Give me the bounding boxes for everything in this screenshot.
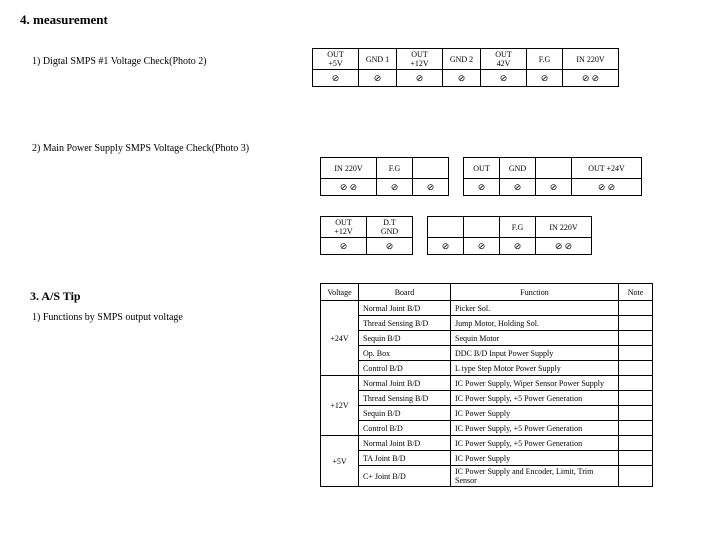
connector-header-cell: D.TGND <box>367 217 413 238</box>
connector-header-cell <box>413 158 449 179</box>
connector-pin-cell: ⊘ <box>481 70 527 87</box>
spec-function-cell: IC Power Supply, Wiper Sensor Power Supp… <box>451 376 619 391</box>
connector-pin-cell: ⊘ <box>527 70 563 87</box>
spec-voltage-cell: +12V <box>321 376 359 436</box>
connector-table-2b: OUTGND OUT +24V⊘⊘⊘⊘ ⊘ <box>463 157 642 196</box>
section-title: 4. measurement <box>20 12 700 28</box>
spec-voltage-cell: +5V <box>321 436 359 487</box>
spec-board-cell: Normal Joint B/D <box>359 376 451 391</box>
connector-pin-cell: ⊘ <box>367 238 413 255</box>
spec-note-cell <box>619 316 653 331</box>
connector-header-cell: F.G <box>377 158 413 179</box>
spec-function-cell: Sequin Motor <box>451 331 619 346</box>
spec-board-cell: Normal Joint B/D <box>359 436 451 451</box>
connector-pin-cell: ⊘ <box>464 179 500 196</box>
spec-board-cell: Thread Sensing B/D <box>359 391 451 406</box>
connector-pin-cell: ⊘ <box>413 179 449 196</box>
spec-voltage-cell: +24V <box>321 301 359 376</box>
connector-pin-cell: ⊘ <box>500 179 536 196</box>
spec-header-cell: Function <box>451 284 619 301</box>
connector-pin-cell: ⊘ <box>500 238 536 255</box>
spec-board-cell: Thread Sensing B/D <box>359 316 451 331</box>
spec-note-cell <box>619 406 653 421</box>
spec-function-cell: IC Power Supply, +5 Power Generation <box>451 391 619 406</box>
spec-board-cell: TA Joint B/D <box>359 451 451 466</box>
connector-header-cell <box>428 217 464 238</box>
connector-header-cell: GND 2 <box>443 49 481 70</box>
spec-function-cell: Jump Motor, Holding Sol. <box>451 316 619 331</box>
connector-header-cell: OUT+5V <box>313 49 359 70</box>
spec-board-cell: Normal Joint B/D <box>359 301 451 316</box>
spec-function-cell: L type Step Motor Power Supply <box>451 361 619 376</box>
connector-pin-cell: ⊘ ⊘ <box>572 179 642 196</box>
connector-pin-cell: ⊘ ⊘ <box>536 238 592 255</box>
connector-pin-cell: ⊘ <box>321 238 367 255</box>
spec-function-cell: IC Power Supply <box>451 451 619 466</box>
connector-table-3b: F.GIN 220V⊘⊘⊘⊘ ⊘ <box>427 216 592 255</box>
spec-note-cell <box>619 466 653 487</box>
spec-note-cell <box>619 421 653 436</box>
spec-function-cell: IC Power Supply, +5 Power Generation <box>451 421 619 436</box>
connector-header-cell: IN 220V <box>563 49 619 70</box>
spec-function-cell: Picker Sol. <box>451 301 619 316</box>
connector-pin-cell: ⊘ <box>397 70 443 87</box>
spec-header-cell: Note <box>619 284 653 301</box>
spec-note-cell <box>619 391 653 406</box>
connector-header-cell: IN 220V <box>321 158 377 179</box>
spec-board-cell: Control B/D <box>359 421 451 436</box>
connector-pin-cell: ⊘ <box>443 70 481 87</box>
connector-header-cell: F.G <box>500 217 536 238</box>
connector-header-cell: IN 220V <box>536 217 592 238</box>
spec-board-cell: Sequin B/D <box>359 331 451 346</box>
spec-note-cell <box>619 331 653 346</box>
connector-header-cell: OUT+12V <box>397 49 443 70</box>
connector-header-cell: OUT42V <box>481 49 527 70</box>
spec-board-cell: Sequin B/D <box>359 406 451 421</box>
item1-label: 1) Digtal SMPS #1 Voltage Check(Photo 2) <box>32 56 312 67</box>
connector-pin-cell: ⊘ <box>359 70 397 87</box>
connector-pin-cell: ⊘ ⊘ <box>321 179 377 196</box>
spec-header-cell: Voltage <box>321 284 359 301</box>
connector-header-cell <box>464 217 500 238</box>
connector-pin-cell: ⊘ <box>377 179 413 196</box>
spec-note-cell <box>619 361 653 376</box>
connector-pin-cell: ⊘ <box>428 238 464 255</box>
spec-header-cell: Board <box>359 284 451 301</box>
connector-table-3a: OUT+12VD.TGND⊘⊘ <box>320 216 413 255</box>
connector-header-cell: OUT +24V <box>572 158 642 179</box>
spec-table: VoltageBoardFunctionNote+24VNormal Joint… <box>320 283 653 487</box>
connector-header-cell: OUT+12V <box>321 217 367 238</box>
connector-pin-cell: ⊘ <box>464 238 500 255</box>
tip-sub: 1) Functions by SMPS output voltage <box>32 312 320 323</box>
spec-board-cell: Control B/D <box>359 361 451 376</box>
connector-table-1: OUT+5VGND 1OUT+12VGND 2OUT42VF.GIN 220V⊘… <box>312 48 619 87</box>
spec-board-cell: C+ Joint B/D <box>359 466 451 487</box>
connector-header-cell: OUT <box>464 158 500 179</box>
spec-function-cell: IC Power Supply and Encoder, Limit, Trim… <box>451 466 619 487</box>
connector-header-cell: GND <box>500 158 536 179</box>
connector-pin-cell: ⊘ <box>536 179 572 196</box>
connector-header-cell: GND 1 <box>359 49 397 70</box>
spec-function-cell: IC Power Supply <box>451 406 619 421</box>
connector-pin-cell: ⊘ ⊘ <box>563 70 619 87</box>
connector-pin-cell: ⊘ <box>313 70 359 87</box>
spec-note-cell <box>619 451 653 466</box>
connector-table-2a: IN 220VF.G ⊘ ⊘⊘⊘ <box>320 157 449 196</box>
tip-title: 3. A/S Tip <box>30 289 320 304</box>
item2-label: 2) Main Power Supply SMPS Voltage Check(… <box>32 143 700 154</box>
spec-note-cell <box>619 436 653 451</box>
connector-header-cell: F.G <box>527 49 563 70</box>
spec-note-cell <box>619 376 653 391</box>
connector-header-cell <box>536 158 572 179</box>
spec-note-cell <box>619 301 653 316</box>
spec-note-cell <box>619 346 653 361</box>
spec-board-cell: Op. Box <box>359 346 451 361</box>
spec-function-cell: IC Power Supply, +5 Power Generation <box>451 436 619 451</box>
spec-function-cell: DDC B/D Input Power Supply <box>451 346 619 361</box>
